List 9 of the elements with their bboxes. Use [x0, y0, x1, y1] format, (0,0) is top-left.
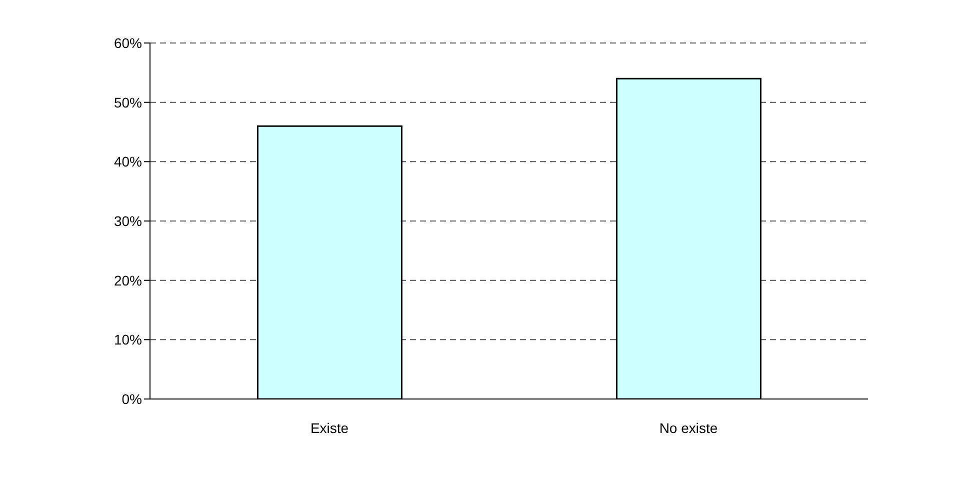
y-tick-label: 30%: [114, 212, 142, 229]
y-tick-label: 60%: [114, 34, 142, 51]
y-tick-label: 50%: [114, 94, 142, 110]
y-tick-label: 40%: [114, 154, 142, 170]
y-tick-label: 0%: [122, 390, 142, 407]
x-tick-label: Existe: [310, 420, 349, 436]
y-tick-label: 20%: [114, 272, 142, 288]
y-tick-label: 10%: [114, 332, 142, 348]
x-tick-label: No existe: [659, 420, 718, 436]
